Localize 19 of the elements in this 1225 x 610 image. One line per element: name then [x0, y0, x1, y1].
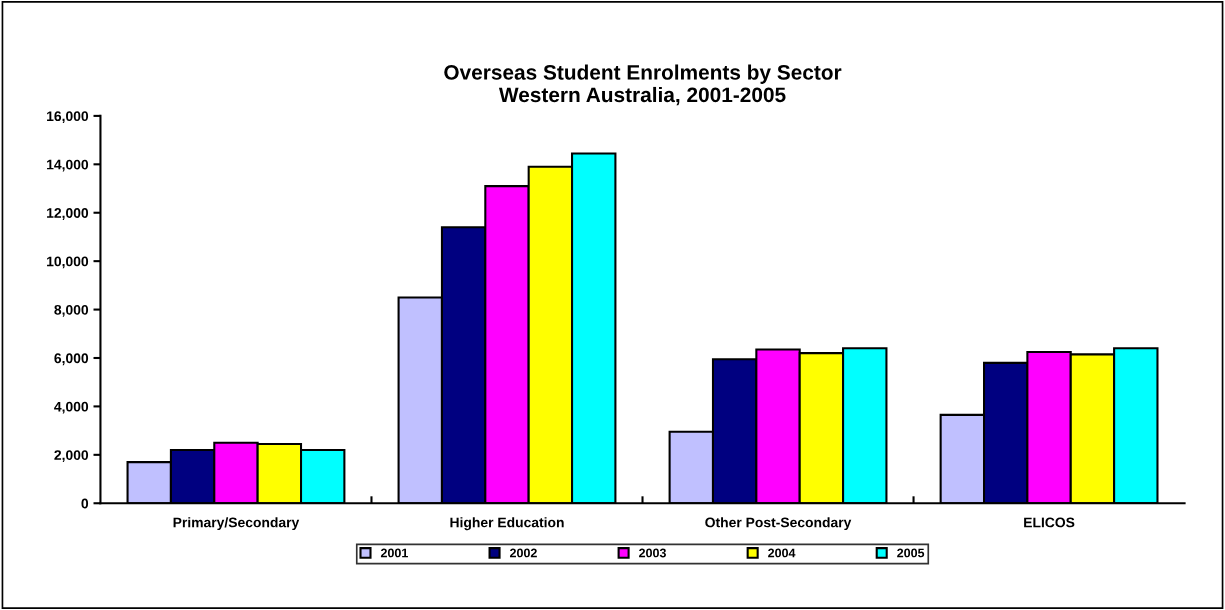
- chart-title: Overseas Student Enrolments by Sector Western Australia, 2001-2005: [444, 64, 842, 106]
- y-tick-label: 4,000: [54, 401, 89, 414]
- x-tick-label: Primary/Secondary: [173, 517, 300, 531]
- y-tick-label: 8,000: [54, 304, 89, 317]
- legend-label: 2004: [768, 548, 796, 558]
- legend-label: 2005: [897, 548, 925, 558]
- y-tick-label: 12,000: [47, 208, 89, 220]
- y-tick-label: 16,000: [47, 111, 89, 124]
- x-tick-label: Higher Education: [450, 517, 564, 531]
- x-tick-label: ELICOS: [1024, 517, 1075, 528]
- y-tick-label: 6,000: [54, 353, 89, 366]
- y-tick-label: 10,000: [47, 256, 89, 269]
- y-tick-label: 0: [81, 498, 89, 509]
- legend-label: 2001: [380, 548, 408, 558]
- y-tick-label: 2,000: [54, 450, 89, 463]
- legend-label: 2003: [639, 548, 666, 558]
- legend-label: 2002: [509, 548, 537, 558]
- x-tick-label: Other Post-Secondary: [705, 517, 852, 531]
- y-tick-label: 14,000: [47, 159, 89, 172]
